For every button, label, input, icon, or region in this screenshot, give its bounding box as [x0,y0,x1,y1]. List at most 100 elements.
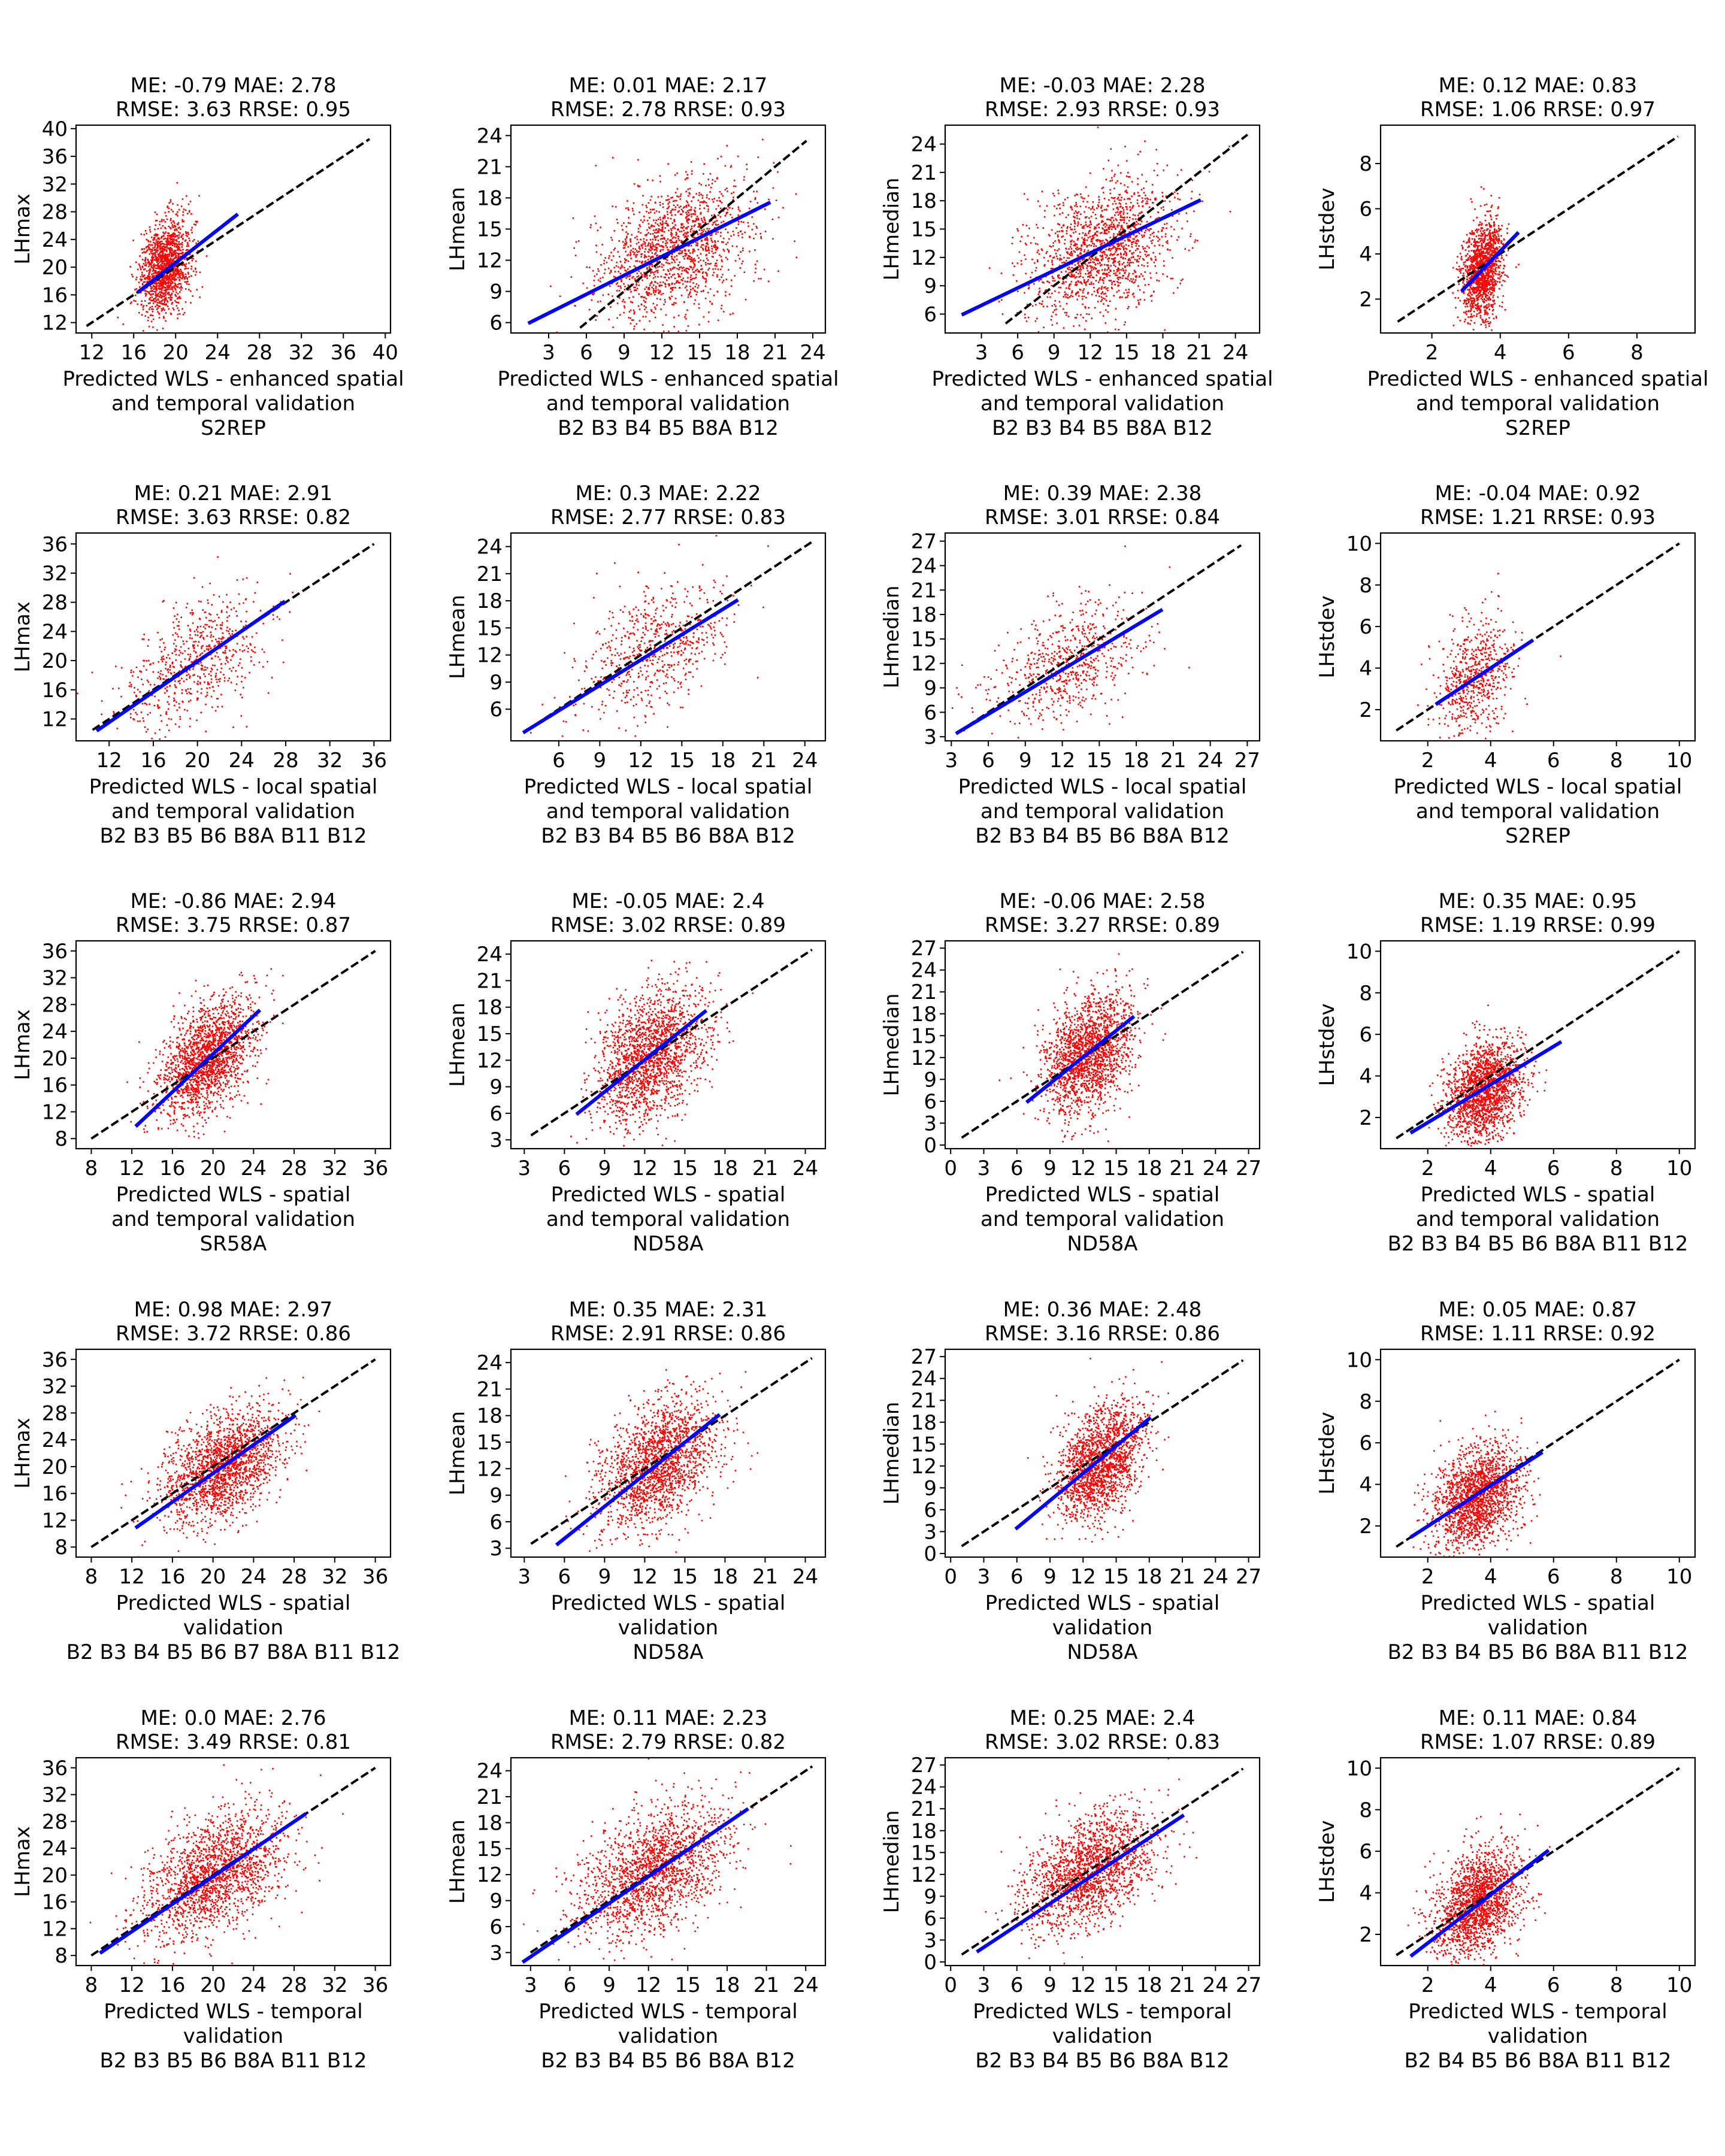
scatter-point [589,267,591,268]
scatter-point [1156,217,1158,219]
scatter-point [1048,281,1051,283]
scatter-point [139,265,141,267]
scatter-point [692,267,694,269]
scatter-point [1106,295,1107,297]
scatter-point [188,237,190,240]
scatter-point [730,235,732,237]
scatter-point [150,288,152,290]
scatter-point [673,267,675,268]
scatter-point [1128,265,1131,267]
scatter-point [153,259,156,261]
scatter-point [1086,216,1088,218]
scatter-point [689,265,691,268]
scatter-point [756,260,758,262]
scatter-point [186,245,188,247]
scatter-point [156,247,158,249]
scatter-point [184,209,187,211]
scatter-point [650,247,653,249]
scatter-point [647,223,650,225]
scatter-point [1073,325,1075,327]
scatter-point [147,275,150,277]
scatter-point [1103,242,1106,244]
scatter-point [1076,205,1078,208]
scatter-point [143,251,145,253]
scatter-point [1076,225,1079,227]
scatter-point [165,279,168,281]
scatter-point [181,235,183,237]
scatter-point [147,245,149,247]
scatter-point [152,244,153,246]
scatter-point [1507,250,1509,252]
scatter-point [697,217,700,219]
scatter-point [1462,275,1464,277]
scatter-point [178,249,180,251]
scatter-point [678,207,680,208]
scatter-point [1070,207,1073,209]
scatter-point [171,248,173,250]
scatter-point [183,258,186,261]
scatter-point [652,272,655,274]
scatter-point [1133,238,1135,240]
scatter-point [1092,268,1095,270]
scatter-point [666,211,668,213]
scatter-point [694,286,697,287]
scatter-point [178,247,180,249]
scatter-point [1093,290,1095,293]
scatter-point [690,295,692,298]
scatter-point [644,243,646,245]
scatter-point [1115,228,1116,230]
scatter-point [625,259,627,262]
scatter-point [174,270,175,271]
scatter-point [705,264,707,266]
scatter-point [1166,240,1169,242]
scatter-point [1011,243,1013,244]
scatter-point [731,192,733,195]
scatter-point [698,194,700,196]
scatter-point [727,208,729,211]
scatter-point [1122,229,1124,231]
scatter-point [150,342,152,344]
scatter-point [652,256,654,258]
scatter-point [153,290,156,293]
scatter-point [150,262,152,264]
scatter-point [1120,226,1122,228]
scatter-point [1102,186,1104,189]
scatter-point [1134,214,1136,216]
scatter-point [1098,239,1100,241]
fit-line [136,213,239,294]
scatter-point [1462,268,1464,270]
scatter-point [1190,235,1191,237]
scatter-point [598,270,600,272]
scatter-point [1165,233,1167,235]
scatter-point [154,228,156,231]
scatter-point [174,250,175,252]
scatter-point [755,225,757,228]
scatter-point [742,247,744,249]
scatter-point [1090,244,1092,247]
scatter-point [661,223,663,225]
scatter-point [610,270,612,271]
scatter-point [177,277,179,278]
y-tick-label: 32 [42,172,68,196]
scatter-point [135,261,137,264]
scatter-point [717,158,719,160]
scatter-point [155,259,157,262]
scatter-point [1128,305,1130,308]
scatter-point [1494,282,1496,284]
scatter-point [667,163,669,165]
scatter-point [1077,221,1079,223]
scatter-point [150,251,152,253]
scatter-point [188,262,190,264]
scatter-point [689,281,691,283]
scatter-point [646,207,648,208]
scatter-point [727,205,729,207]
scatter-point [1115,265,1116,268]
scatter-point [156,233,158,235]
scatter-point [156,329,158,331]
scatter-point [1001,299,1003,301]
scatter-point [1103,250,1104,253]
scatter-point [670,291,672,293]
scatter-point [1101,252,1103,253]
scatter-point [733,196,734,198]
scatter-point [759,232,761,235]
